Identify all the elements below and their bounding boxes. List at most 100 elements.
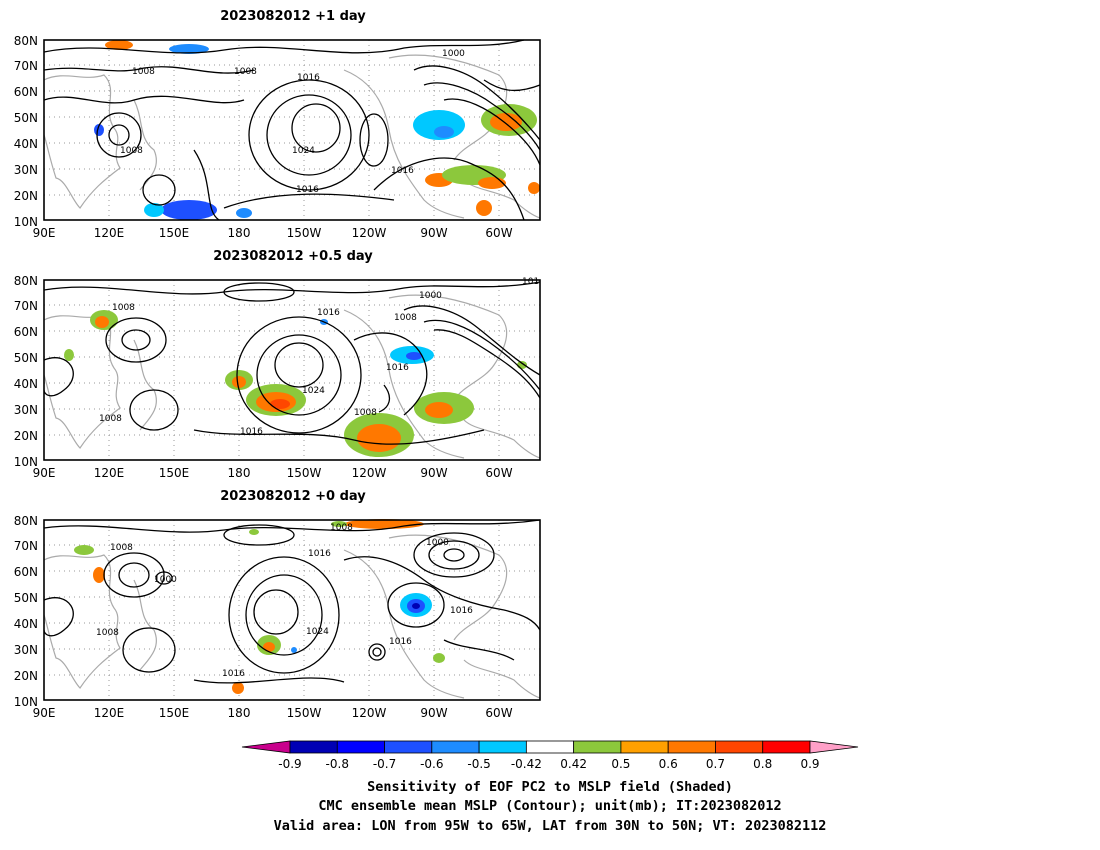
- svg-text:120W: 120W: [352, 706, 387, 720]
- colorbar-tick-label: -0.6: [420, 757, 443, 771]
- svg-text:60N: 60N: [14, 325, 38, 339]
- svg-text:120E: 120E: [94, 226, 125, 240]
- x-tick-labels: 90E 120E 150E 180 150W 120W 90W 60W: [33, 466, 513, 480]
- svg-text:20N: 20N: [14, 669, 38, 683]
- colorbar-tick-label: -0.7: [373, 757, 396, 771]
- svg-text:90E: 90E: [33, 466, 56, 480]
- colorbar-cells: [289, 740, 811, 754]
- contour-labels: 1008 1008 1016 1000 1000 1016 1008 1024 …: [96, 523, 473, 679]
- colorbar: -0.9 -0.8 -0.7 -0.6 -0.5 -0.42 0.42 0.5 0.6 0.7 0.…: [241, 740, 859, 771]
- svg-text:150E: 150E: [159, 466, 190, 480]
- svg-text:50N: 50N: [14, 111, 38, 125]
- colorbar-tick-labels: -0.9 -0.8 -0.7 -0.6 -0.5 -0.42 0.42 0.5 0.6 0.7 0.…: [278, 757, 819, 771]
- svg-text:1000: 1000: [442, 49, 465, 59]
- colorbar-cell: [573, 740, 622, 754]
- caption-line-2: CMC ensemble mean MSLP (Contour); unit(m…: [318, 798, 781, 814]
- svg-text:70N: 70N: [14, 299, 38, 313]
- svg-text:1016: 1016: [222, 669, 245, 679]
- map-frame: [43, 519, 541, 701]
- panel-plus-0-day: 2023082012 +0 day: [14, 489, 541, 720]
- svg-text:70N: 70N: [14, 539, 38, 553]
- svg-text:1024: 1024: [306, 627, 329, 637]
- colorbar-cell: [384, 740, 433, 754]
- svg-text:120E: 120E: [94, 706, 125, 720]
- svg-text:1016: 1016: [308, 549, 331, 559]
- svg-text:1008: 1008: [234, 67, 257, 77]
- caption: Sensitivity of EOF PC2 to MSLP field (Sh…: [274, 779, 827, 834]
- colorbar-cell: [431, 740, 480, 754]
- colorbar-tick-label: 0.42: [560, 757, 587, 771]
- svg-text:150W: 150W: [287, 706, 322, 720]
- svg-text:90W: 90W: [420, 466, 447, 480]
- colorbar-right-arrow: [809, 740, 859, 754]
- colorbar-tick-label: -0.8: [326, 757, 349, 771]
- svg-text:40N: 40N: [14, 377, 38, 391]
- x-tick-labels: 90E 120E 150E 180 150W 120W 90W 60W: [33, 226, 513, 240]
- svg-text:60N: 60N: [14, 85, 38, 99]
- svg-text:101: 101: [522, 277, 539, 287]
- svg-text:1008: 1008: [112, 303, 135, 313]
- panel-plus-half-day: 2023082012 +0.5 day: [14, 249, 541, 480]
- svg-text:1000: 1000: [419, 291, 442, 301]
- svg-text:10N: 10N: [14, 455, 38, 469]
- svg-text:30N: 30N: [14, 403, 38, 417]
- svg-text:60W: 60W: [485, 226, 512, 240]
- svg-text:80N: 80N: [14, 274, 38, 288]
- svg-text:50N: 50N: [14, 351, 38, 365]
- svg-text:1008: 1008: [354, 408, 377, 418]
- colorbar-cell: [715, 740, 764, 754]
- svg-text:180: 180: [228, 466, 251, 480]
- colorbar-tick-label: 0.5: [611, 757, 630, 771]
- mslp-contours: [43, 39, 541, 221]
- svg-text:120E: 120E: [94, 466, 125, 480]
- svg-text:180: 180: [228, 706, 251, 720]
- svg-text:60W: 60W: [485, 466, 512, 480]
- svg-text:1016: 1016: [296, 185, 319, 195]
- svg-text:30N: 30N: [14, 163, 38, 177]
- gridlines: [44, 280, 540, 460]
- panel-title: 2023082012 +0 day: [220, 489, 366, 504]
- svg-text:120W: 120W: [352, 466, 387, 480]
- svg-text:60N: 60N: [14, 565, 38, 579]
- svg-text:40N: 40N: [14, 137, 38, 151]
- svg-text:30N: 30N: [14, 643, 38, 657]
- colorbar-tick-label: -0.5: [467, 757, 490, 771]
- svg-text:1024: 1024: [302, 386, 325, 396]
- svg-text:80N: 80N: [14, 514, 38, 528]
- colorbar-cell: [667, 740, 716, 754]
- contour-labels: 1008 1016 1000 1008 1016 1024 1008 1008 …: [99, 277, 539, 437]
- sensitivity-shading: [74, 519, 445, 694]
- svg-text:1008: 1008: [330, 523, 353, 533]
- svg-text:90E: 90E: [33, 226, 56, 240]
- svg-text:1016: 1016: [450, 606, 473, 616]
- y-tick-labels: 80N 70N 60N 50N 40N 30N 20N 10N: [14, 274, 38, 469]
- svg-text:150E: 150E: [159, 226, 190, 240]
- svg-text:90E: 90E: [33, 706, 56, 720]
- svg-text:90W: 90W: [420, 226, 447, 240]
- colorbar-tick-label: 0.8: [753, 757, 772, 771]
- svg-text:1024: 1024: [292, 146, 315, 156]
- svg-text:1008: 1008: [110, 543, 133, 553]
- x-tick-labels: 90E 120E 150E 180 150W 120W 90W 60W: [33, 706, 513, 720]
- svg-text:1016: 1016: [389, 637, 412, 647]
- colorbar-tick-label: 0.9: [800, 757, 819, 771]
- colorbar-tick-label: 0.7: [706, 757, 725, 771]
- colorbar-cell: [478, 740, 527, 754]
- svg-text:1016: 1016: [386, 363, 409, 373]
- svg-text:1016: 1016: [317, 308, 340, 318]
- svg-text:1016: 1016: [297, 73, 320, 83]
- svg-text:1008: 1008: [96, 628, 119, 638]
- map-frame: [43, 39, 541, 221]
- colorbar-tick-label: -0.42: [511, 757, 542, 771]
- contour-labels: 1008 1008 1016 1000 1008 1024 1016 1016: [120, 49, 465, 195]
- caption-line-3: Valid area: LON from 95W to 65W, LAT fro…: [274, 818, 827, 834]
- svg-text:20N: 20N: [14, 189, 38, 203]
- svg-text:150W: 150W: [287, 466, 322, 480]
- svg-text:70N: 70N: [14, 59, 38, 73]
- colorbar-tick-label: -0.9: [278, 757, 301, 771]
- svg-text:1008: 1008: [99, 414, 122, 424]
- svg-text:40N: 40N: [14, 617, 38, 631]
- svg-text:1008: 1008: [132, 67, 155, 77]
- y-tick-labels: 80N 70N 60N 50N 40N 30N 20N 10N: [14, 514, 38, 709]
